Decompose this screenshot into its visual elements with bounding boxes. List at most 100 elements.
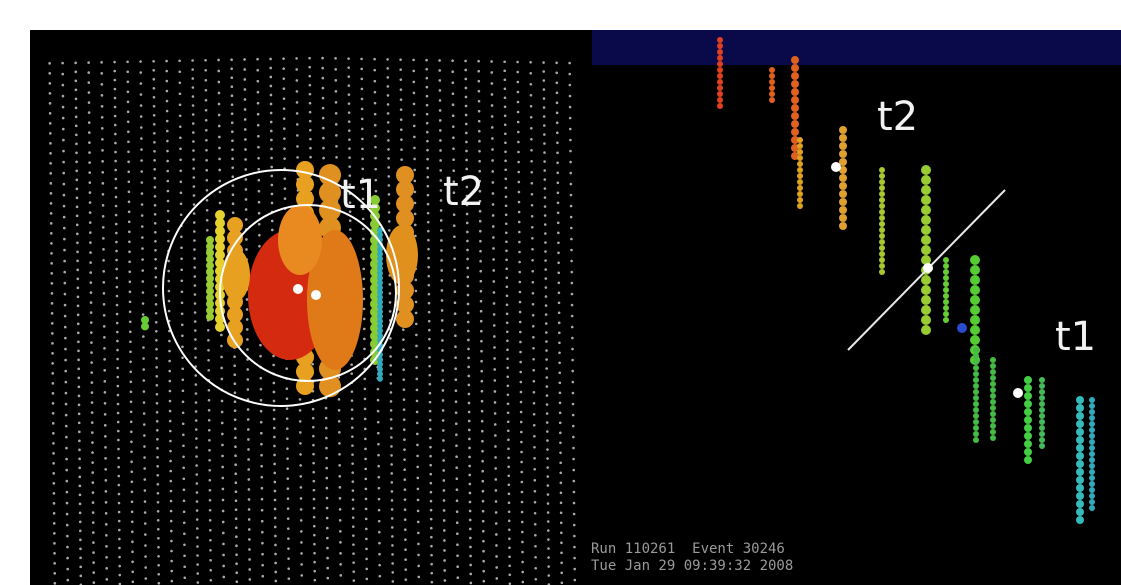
hit bbox=[970, 315, 980, 325]
dom bbox=[402, 418, 406, 421]
hit bbox=[377, 318, 383, 325]
hit bbox=[717, 73, 723, 79]
hit bbox=[973, 371, 979, 377]
dom bbox=[207, 348, 210, 352]
dom bbox=[246, 338, 249, 341]
hit bbox=[377, 255, 383, 262]
hit bbox=[943, 275, 949, 281]
dom bbox=[374, 156, 377, 160]
dom bbox=[128, 270, 132, 274]
hit bbox=[206, 261, 214, 270]
dom bbox=[452, 169, 456, 172]
dom bbox=[90, 331, 93, 334]
dom bbox=[155, 338, 158, 342]
dom bbox=[64, 402, 68, 406]
dom bbox=[88, 211, 92, 214]
dom bbox=[438, 99, 442, 102]
dom bbox=[117, 447, 120, 451]
dom bbox=[63, 303, 67, 307]
dom bbox=[221, 476, 225, 480]
dom bbox=[404, 568, 407, 571]
dom bbox=[430, 580, 434, 584]
dom bbox=[455, 477, 459, 481]
dom bbox=[79, 538, 82, 542]
dom bbox=[116, 348, 119, 352]
dom bbox=[130, 480, 134, 484]
dom bbox=[63, 259, 66, 263]
dom bbox=[100, 83, 104, 86]
hit bbox=[791, 104, 799, 112]
dom bbox=[193, 266, 196, 269]
dom bbox=[287, 577, 291, 580]
dom bbox=[311, 425, 315, 429]
dom bbox=[194, 329, 197, 332]
dom bbox=[299, 486, 303, 489]
hit bbox=[1089, 505, 1095, 511]
dom bbox=[429, 436, 432, 440]
dom bbox=[144, 566, 147, 569]
dom bbox=[78, 439, 81, 443]
dom bbox=[505, 267, 508, 271]
dom bbox=[373, 57, 376, 61]
dom bbox=[78, 493, 82, 497]
dom bbox=[51, 412, 55, 415]
dom bbox=[129, 420, 133, 424]
hit bbox=[797, 179, 803, 185]
dom bbox=[220, 377, 224, 381]
dom bbox=[555, 61, 558, 65]
hit bbox=[296, 189, 314, 208]
dom bbox=[218, 190, 222, 194]
dom bbox=[87, 91, 91, 94]
hit bbox=[970, 255, 980, 265]
dom bbox=[430, 571, 434, 575]
dom bbox=[386, 121, 390, 124]
dom bbox=[296, 145, 299, 148]
dom bbox=[506, 420, 510, 424]
dom bbox=[77, 403, 81, 407]
dom bbox=[243, 88, 247, 91]
dom bbox=[244, 208, 248, 211]
dom bbox=[334, 57, 337, 60]
dom bbox=[144, 544, 147, 547]
dom bbox=[477, 69, 481, 73]
dom bbox=[101, 215, 105, 218]
dom bbox=[543, 205, 547, 208]
hit bbox=[377, 313, 383, 320]
dom bbox=[568, 61, 571, 65]
dom bbox=[518, 230, 521, 234]
hit bbox=[973, 401, 979, 407]
dom bbox=[256, 57, 259, 61]
hit bbox=[1039, 413, 1045, 419]
dom bbox=[477, 99, 481, 103]
dom bbox=[338, 519, 342, 522]
dom bbox=[128, 300, 132, 304]
dom bbox=[115, 258, 118, 262]
hit bbox=[377, 289, 383, 296]
dom bbox=[231, 211, 235, 215]
dom bbox=[139, 115, 143, 118]
dom bbox=[559, 451, 562, 455]
dom bbox=[556, 161, 559, 165]
dom bbox=[273, 525, 277, 529]
dom bbox=[480, 329, 483, 333]
dom bbox=[195, 473, 199, 476]
dom bbox=[282, 97, 286, 100]
dom bbox=[76, 286, 80, 290]
dom bbox=[233, 364, 236, 368]
dom bbox=[129, 410, 133, 414]
dom bbox=[478, 189, 482, 193]
dom bbox=[530, 192, 534, 196]
dom bbox=[338, 497, 342, 500]
dom bbox=[76, 241, 79, 245]
dom bbox=[347, 66, 350, 69]
dom bbox=[193, 284, 197, 287]
hit bbox=[973, 407, 979, 413]
dom bbox=[439, 169, 443, 172]
dom bbox=[102, 292, 106, 295]
dom bbox=[478, 169, 482, 173]
dom bbox=[378, 552, 381, 556]
dom bbox=[558, 401, 562, 405]
dom bbox=[402, 408, 406, 411]
dom bbox=[360, 97, 364, 101]
